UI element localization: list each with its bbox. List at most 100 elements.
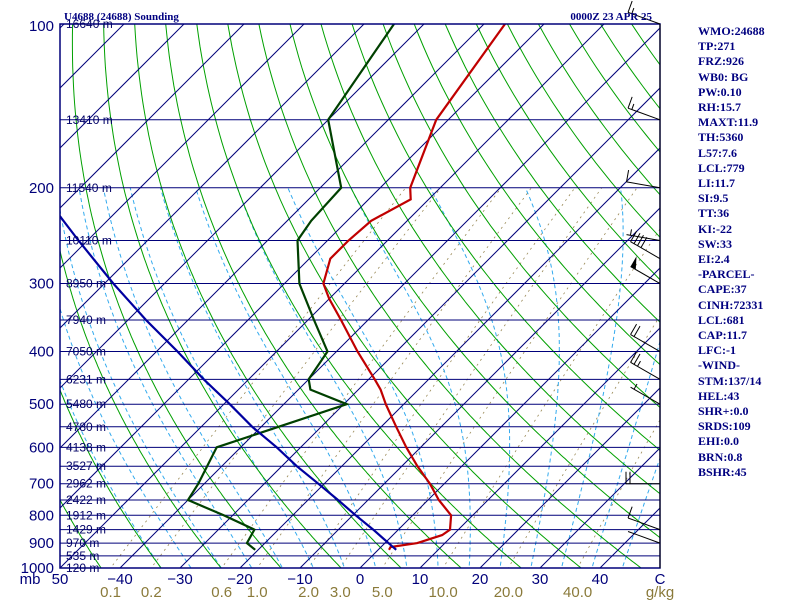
height-label-450: 6231 m <box>66 372 106 386</box>
barb-shaft <box>627 531 661 544</box>
indices-panel: WMO:24688 TP:271 FRZ:926 WB0: BG PW:0.10 RH:1… <box>698 24 798 480</box>
index-line: SHR+:0.0 <box>698 404 749 419</box>
height-label-550: 4780 m <box>66 420 106 434</box>
barb-feather <box>627 0 633 13</box>
barb-shaft <box>630 361 661 380</box>
wind-barb-500 <box>630 383 661 405</box>
isotherm--110 <box>60 24 245 209</box>
dry-adiabat-350 <box>351 24 660 452</box>
barb-shaft <box>630 241 661 260</box>
index-line: LCL:779 <box>698 160 745 175</box>
parcel-line <box>60 214 397 551</box>
height-label-150: 13410 m <box>66 113 113 127</box>
isotherm--120 <box>60 24 185 149</box>
index-line: LFC:-1 <box>698 343 736 358</box>
height-label-700: 2962 m <box>66 477 106 491</box>
index-line: SI:9.5 <box>698 191 729 206</box>
index-line: WB0: BG <box>698 69 749 84</box>
index-line: STM:137/14 <box>698 373 762 388</box>
barb-feather <box>630 231 637 242</box>
isotherm--90 <box>60 24 365 329</box>
index-line: BRN:0.8 <box>698 449 743 464</box>
mixing-line-10 <box>442 228 660 568</box>
mixing-ratio-tick-3: 1.0 <box>247 584 268 600</box>
barb-shaft <box>627 107 661 121</box>
index-line: CINH:72331 <box>698 297 764 312</box>
height-label-100: 16640 m <box>66 17 113 31</box>
background-grid <box>60 24 660 568</box>
mixing-ratio-tick-2: 0.6 <box>211 584 232 600</box>
mixing-line-1 <box>256 187 532 568</box>
pressure-tick-700: 700 <box>29 476 54 493</box>
moist-adiabat--5 <box>129 187 314 568</box>
height-label-850: 1429 m <box>66 523 106 537</box>
moist-adiabat-30 <box>524 187 560 568</box>
mixing-ratio-tick-4: 2.0 <box>298 584 319 600</box>
pressure-tick-300: 300 <box>29 276 54 293</box>
barb-shaft <box>626 181 661 189</box>
temperature-tick--40: −40 <box>107 571 132 588</box>
height-labels: 16640 m 13410 m 11540 m 10110 m 8950 m 7940 m… <box>66 17 113 575</box>
barb-feather <box>630 351 637 363</box>
sounding-time: 0000Z 23 APR 25 <box>570 11 652 23</box>
pressure-tick-200: 200 <box>29 180 54 197</box>
wind-barb-900 <box>627 531 661 544</box>
pressure-tick-600: 600 <box>29 439 54 456</box>
isotherms <box>60 24 660 568</box>
isotherm--60 <box>60 24 545 509</box>
dry-adiabat-290 <box>165 24 462 568</box>
height-label-900: 970 m <box>66 536 99 550</box>
pressure-tick-500: 500 <box>29 396 54 413</box>
barb-shaft <box>630 266 661 284</box>
mixing-ratio-tick-1: 0.2 <box>141 584 162 600</box>
barb-feather <box>640 237 648 248</box>
height-label-950: 535 m <box>66 549 99 563</box>
mixing-ratio-tick-8: 20.0 <box>494 584 523 600</box>
isotherm--30 <box>179 87 660 568</box>
moist-adiabat-15 <box>287 187 439 568</box>
barb-feather <box>633 353 641 365</box>
barb-pennant <box>630 256 637 270</box>
isotherm--50 <box>60 24 605 568</box>
dry-adiabat-320 <box>258 24 642 568</box>
mixing-unit-label: g/kg <box>646 584 674 600</box>
temperature-tick-20: 20 <box>472 571 489 588</box>
isotherm-0 <box>359 267 660 568</box>
moist-adiabat--20 <box>60 207 222 568</box>
y-unit-label: mb <box>20 571 41 588</box>
index-line: TP:271 <box>698 39 736 54</box>
index-line: CAPE:37 <box>698 282 747 297</box>
barb-feather <box>629 229 632 236</box>
index-line: EI:2.4 <box>698 252 730 267</box>
barb-shaft <box>630 386 661 405</box>
dry-adiabat-360 <box>382 24 660 409</box>
isotherm--40 <box>119 27 660 568</box>
mixing-ratio-tick-9: 40.0 <box>563 584 592 600</box>
temperature-tick--20: −20 <box>227 571 252 588</box>
temperature-tick-10: 10 <box>412 571 429 588</box>
mixing-ratio-tick-0: 0.1 <box>100 584 121 600</box>
index-line: MAXT:11.9 <box>698 115 759 130</box>
wind-barb-100 <box>627 0 661 25</box>
height-label-200: 11540 m <box>66 181 112 195</box>
dry-adiabats <box>60 24 660 568</box>
height-label-800: 1912 m <box>66 508 106 522</box>
temperature-tick--50: 50 <box>52 571 69 588</box>
pressure-tick-1000: 1000 <box>21 560 54 577</box>
mixing-ratio-lines <box>110 187 660 568</box>
wind-barb-270 <box>630 231 661 260</box>
wind-barb-450 <box>630 351 661 380</box>
barb-shaft <box>626 234 661 241</box>
pressure-tick-400: 400 <box>29 344 54 361</box>
barb-feather <box>630 323 637 335</box>
index-line: SRDS:109 <box>698 419 751 434</box>
index-line: LCL:681 <box>698 312 745 327</box>
dewpoint-line <box>186 24 395 551</box>
dry-adiabat-370 <box>413 24 660 366</box>
barb-feather <box>627 96 633 109</box>
barb-shaft <box>627 11 661 25</box>
index-line: CAP:11.7 <box>698 328 747 343</box>
height-label-400: 7050 m <box>66 345 106 359</box>
barb-feather <box>627 506 633 519</box>
